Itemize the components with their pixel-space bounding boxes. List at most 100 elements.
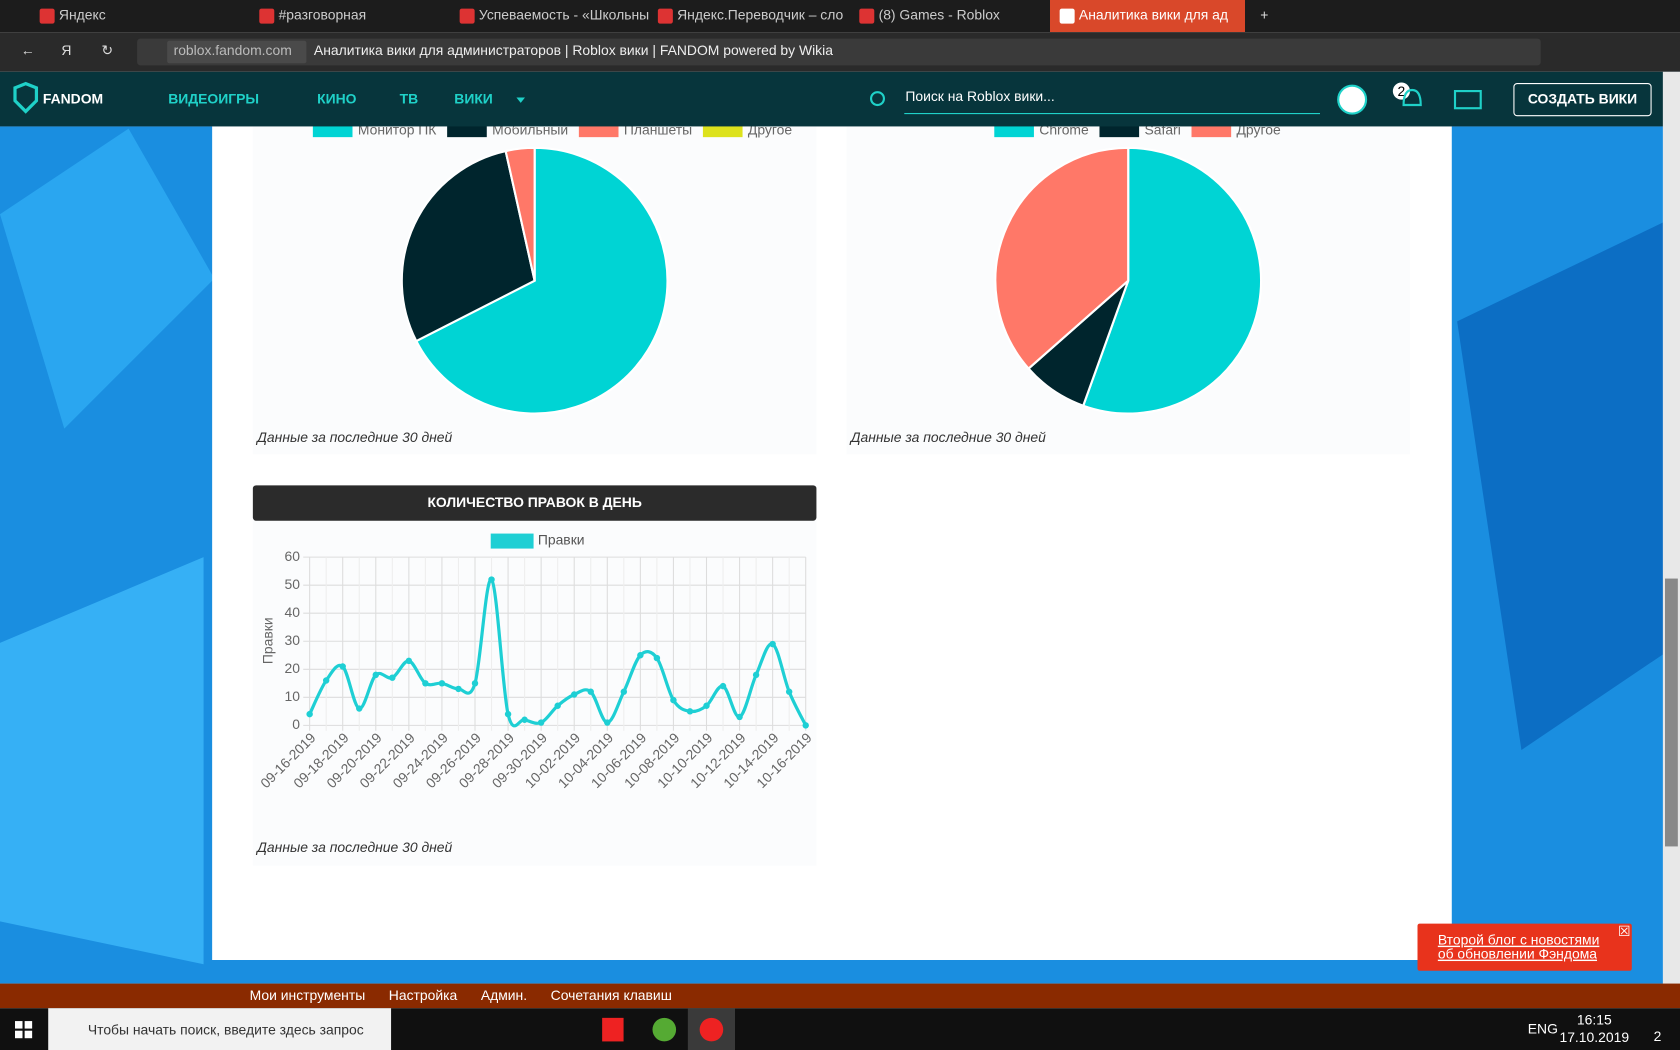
active-tab[interactable] xyxy=(1050,0,1245,33)
reload[interactable]: ↻ xyxy=(101,42,113,58)
nav-link[interactable]: КИНО xyxy=(317,90,357,106)
time[interactable]: 16:15 xyxy=(1577,1012,1612,1028)
point xyxy=(719,682,727,690)
tab-icon xyxy=(259,8,275,24)
logo[interactable]: FANDOM xyxy=(43,90,103,106)
point xyxy=(752,671,760,679)
create-label: СОЗДАТЬ ВИКИ xyxy=(1528,90,1637,106)
taskbar-search[interactable] xyxy=(48,1008,392,1050)
y-tick-label: 50 xyxy=(285,576,301,592)
mail[interactable] xyxy=(1453,90,1482,110)
legend-swatch xyxy=(312,124,353,138)
point xyxy=(471,680,479,687)
point xyxy=(670,696,677,704)
point xyxy=(504,710,512,718)
point xyxy=(339,663,346,670)
notif-count: 2 xyxy=(1398,83,1406,99)
point xyxy=(438,680,446,687)
tab-title[interactable]: (8) Games - Roblox xyxy=(879,7,1000,23)
nav-link[interactable]: ВИКИ xyxy=(454,90,493,106)
pie-slice xyxy=(1081,146,1263,415)
start[interactable] xyxy=(24,1021,33,1029)
bg-shape xyxy=(0,128,215,429)
point xyxy=(604,719,611,726)
point xyxy=(703,702,710,709)
date[interactable]: 17.10.2019 xyxy=(1559,1029,1629,1045)
tool[interactable]: Админ. xyxy=(481,987,527,1003)
point xyxy=(422,680,429,687)
tab-icon xyxy=(39,8,55,24)
point xyxy=(736,713,743,721)
notification[interactable] xyxy=(1417,923,1632,971)
tab-title[interactable]: #разговорная xyxy=(279,7,367,23)
tool[interactable]: Настройка xyxy=(389,987,458,1003)
point xyxy=(587,688,594,695)
toolbar xyxy=(0,983,1680,1009)
start[interactable] xyxy=(24,1030,33,1039)
host-chip xyxy=(167,40,307,64)
pie-slice xyxy=(400,149,536,343)
y-tick-label: 10 xyxy=(285,688,301,704)
tab-bar xyxy=(0,0,1680,33)
pie-slice xyxy=(994,146,1130,371)
legend-swatch xyxy=(702,124,743,138)
back[interactable]: ← xyxy=(21,42,35,58)
caret xyxy=(516,97,525,103)
point xyxy=(372,671,379,679)
note: Данные за последние 30 дней xyxy=(255,429,452,445)
tool[interactable]: Мои инструменты xyxy=(250,987,366,1003)
create-button[interactable] xyxy=(1513,83,1652,117)
y-tick-label: 20 xyxy=(285,660,301,676)
legend-swatch xyxy=(994,124,1034,138)
legend-swatch xyxy=(447,124,487,138)
tab-title[interactable]: Аналитика вики для ад xyxy=(1079,7,1228,23)
point xyxy=(521,716,528,723)
note: Данные за последние 30 дней xyxy=(255,839,452,855)
tab-icon xyxy=(459,8,475,24)
point xyxy=(637,652,644,659)
app-icon[interactable] xyxy=(602,1017,624,1042)
card xyxy=(252,485,817,866)
close[interactable]: ☒ xyxy=(1618,923,1630,939)
chart-title: КОЛИЧЕСТВО ПРАВОК В ДЕНЬ xyxy=(427,494,641,510)
avatar[interactable] xyxy=(1337,84,1368,115)
bg-shape xyxy=(0,557,204,965)
search[interactable]: Поиск на Roblox вики... xyxy=(905,88,1054,104)
action-badge: 2 xyxy=(1654,1028,1662,1044)
scrollbar[interactable] xyxy=(1662,71,1680,1008)
torrent-icon[interactable] xyxy=(652,1017,677,1042)
y-tick-label: 0 xyxy=(292,716,300,732)
point xyxy=(389,674,396,681)
tab-title[interactable]: Успеваемость - «Школьны xyxy=(479,7,649,23)
start[interactable] xyxy=(15,1021,23,1029)
card-header xyxy=(252,485,817,521)
scroll-thumb[interactable] xyxy=(1665,578,1678,847)
browser-icon[interactable] xyxy=(699,1017,724,1042)
start[interactable] xyxy=(15,1030,23,1039)
yandex[interactable]: Я xyxy=(61,42,71,58)
point xyxy=(455,685,462,693)
point xyxy=(405,657,413,665)
y-tick-label: 40 xyxy=(285,604,301,620)
point xyxy=(306,710,313,718)
tab-title[interactable]: Яндекс.Переводчик – сло xyxy=(677,7,843,23)
tab-title[interactable]: Яндекс xyxy=(59,7,106,23)
y-tick-label: 60 xyxy=(285,548,301,564)
note: Данные за последние 30 дней xyxy=(849,429,1046,445)
point xyxy=(802,722,809,729)
legend-swatch xyxy=(490,533,534,549)
point xyxy=(620,688,628,695)
lang[interactable]: ENG xyxy=(1528,1020,1558,1036)
nav-link[interactable]: ТВ xyxy=(400,90,419,106)
nav-link[interactable]: ВИДЕОИГРЫ xyxy=(168,90,259,106)
url-field[interactable] xyxy=(137,38,1541,66)
search-icon xyxy=(870,91,885,107)
legend-swatch xyxy=(1191,124,1232,138)
y-tick-label: 30 xyxy=(285,632,301,648)
bell[interactable] xyxy=(1402,88,1422,107)
tool[interactable]: Сочетания клавиш xyxy=(551,987,672,1003)
new-tab[interactable]: + xyxy=(1260,7,1268,23)
point xyxy=(571,691,578,698)
notification-text[interactable]: Второй блог с новостями об обновлении Фэн… xyxy=(1438,931,1600,961)
